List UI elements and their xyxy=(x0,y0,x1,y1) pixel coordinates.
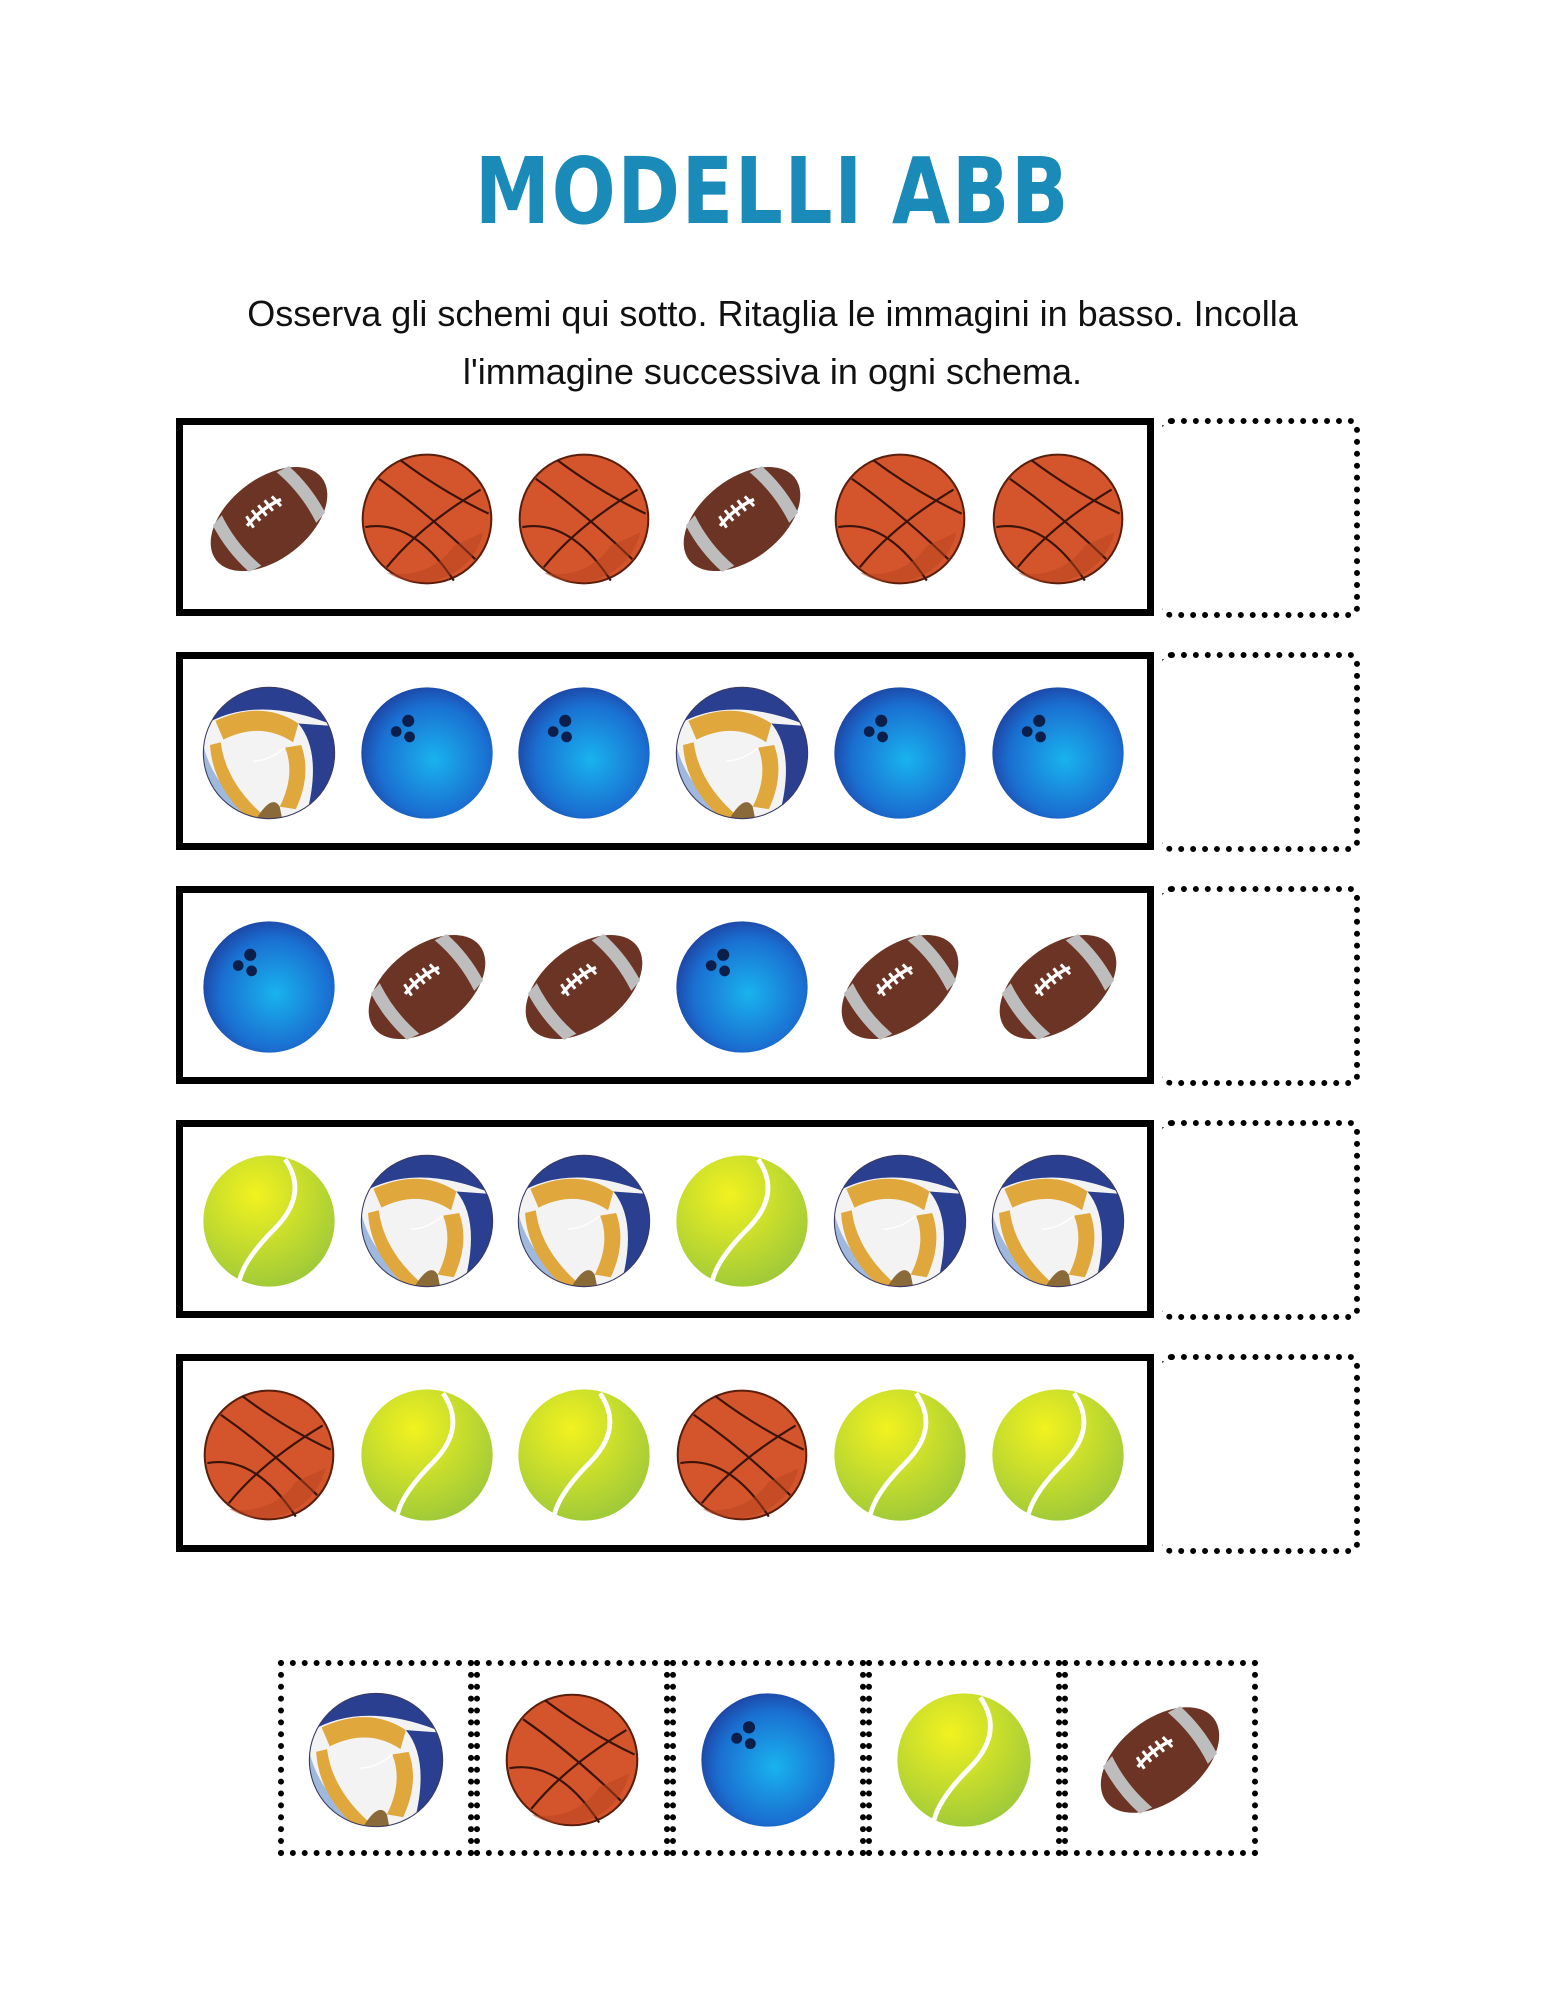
football-icon xyxy=(1092,1692,1228,1828)
tennis-ball-icon xyxy=(991,1388,1125,1522)
tennis-ball-icon xyxy=(202,1154,336,1288)
volleyball-icon xyxy=(833,1154,967,1288)
football-icon xyxy=(833,920,967,1054)
basketball-icon xyxy=(991,452,1125,586)
pattern-box xyxy=(176,886,1154,1084)
football-icon xyxy=(360,920,494,1054)
bowling-ball-icon xyxy=(202,920,336,1054)
instructions-text: Osserva gli schemi qui sotto. Ritaglia l… xyxy=(247,293,1298,392)
cutout-strip xyxy=(278,1660,1268,1860)
basketball-icon xyxy=(504,1692,640,1828)
football-icon xyxy=(675,452,809,586)
answer-slot[interactable] xyxy=(1162,418,1360,618)
tennis-ball-icon xyxy=(896,1692,1032,1828)
answer-slot[interactable] xyxy=(1162,886,1360,1086)
bowling-ball-icon xyxy=(517,686,651,820)
pattern-row xyxy=(176,1354,1360,1558)
cutout-cell[interactable] xyxy=(474,1660,670,1856)
volleyball-icon xyxy=(360,1154,494,1288)
volleyball-icon xyxy=(202,686,336,820)
answer-slot[interactable] xyxy=(1162,1354,1360,1554)
tennis-ball-icon xyxy=(833,1388,967,1522)
volleyball-icon xyxy=(675,686,809,820)
cutout-cell[interactable] xyxy=(1062,1660,1258,1856)
basketball-icon xyxy=(202,1388,336,1522)
tennis-ball-icon xyxy=(517,1388,651,1522)
football-icon xyxy=(517,920,651,1054)
basketball-icon xyxy=(833,452,967,586)
bowling-ball-icon xyxy=(833,686,967,820)
pattern-row xyxy=(176,1120,1360,1324)
page-title: MODELLI ABB xyxy=(474,138,1071,245)
cutout-cell[interactable] xyxy=(278,1660,474,1856)
volleyball-icon xyxy=(308,1692,444,1828)
basketball-icon xyxy=(517,452,651,586)
pattern-box xyxy=(176,418,1154,616)
pattern-row xyxy=(176,652,1360,856)
football-icon xyxy=(202,452,336,586)
cutout-cell[interactable] xyxy=(866,1660,1062,1856)
answer-slot[interactable] xyxy=(1162,652,1360,852)
bowling-ball-icon xyxy=(991,686,1125,820)
basketball-icon xyxy=(360,452,494,586)
bowling-ball-icon xyxy=(675,920,809,1054)
pattern-box xyxy=(176,1120,1154,1318)
volleyball-icon xyxy=(517,1154,651,1288)
answer-slot[interactable] xyxy=(1162,1120,1360,1320)
tennis-ball-icon xyxy=(675,1154,809,1288)
pattern-box xyxy=(176,652,1154,850)
football-icon xyxy=(991,920,1125,1054)
pattern-box xyxy=(176,1354,1154,1552)
bowling-ball-icon xyxy=(360,686,494,820)
basketball-icon xyxy=(675,1388,809,1522)
tennis-ball-icon xyxy=(360,1388,494,1522)
pattern-row xyxy=(176,886,1360,1090)
volleyball-icon xyxy=(991,1154,1125,1288)
bowling-ball-icon xyxy=(700,1692,836,1828)
pattern-row xyxy=(176,418,1360,622)
cutout-cell[interactable] xyxy=(670,1660,866,1856)
